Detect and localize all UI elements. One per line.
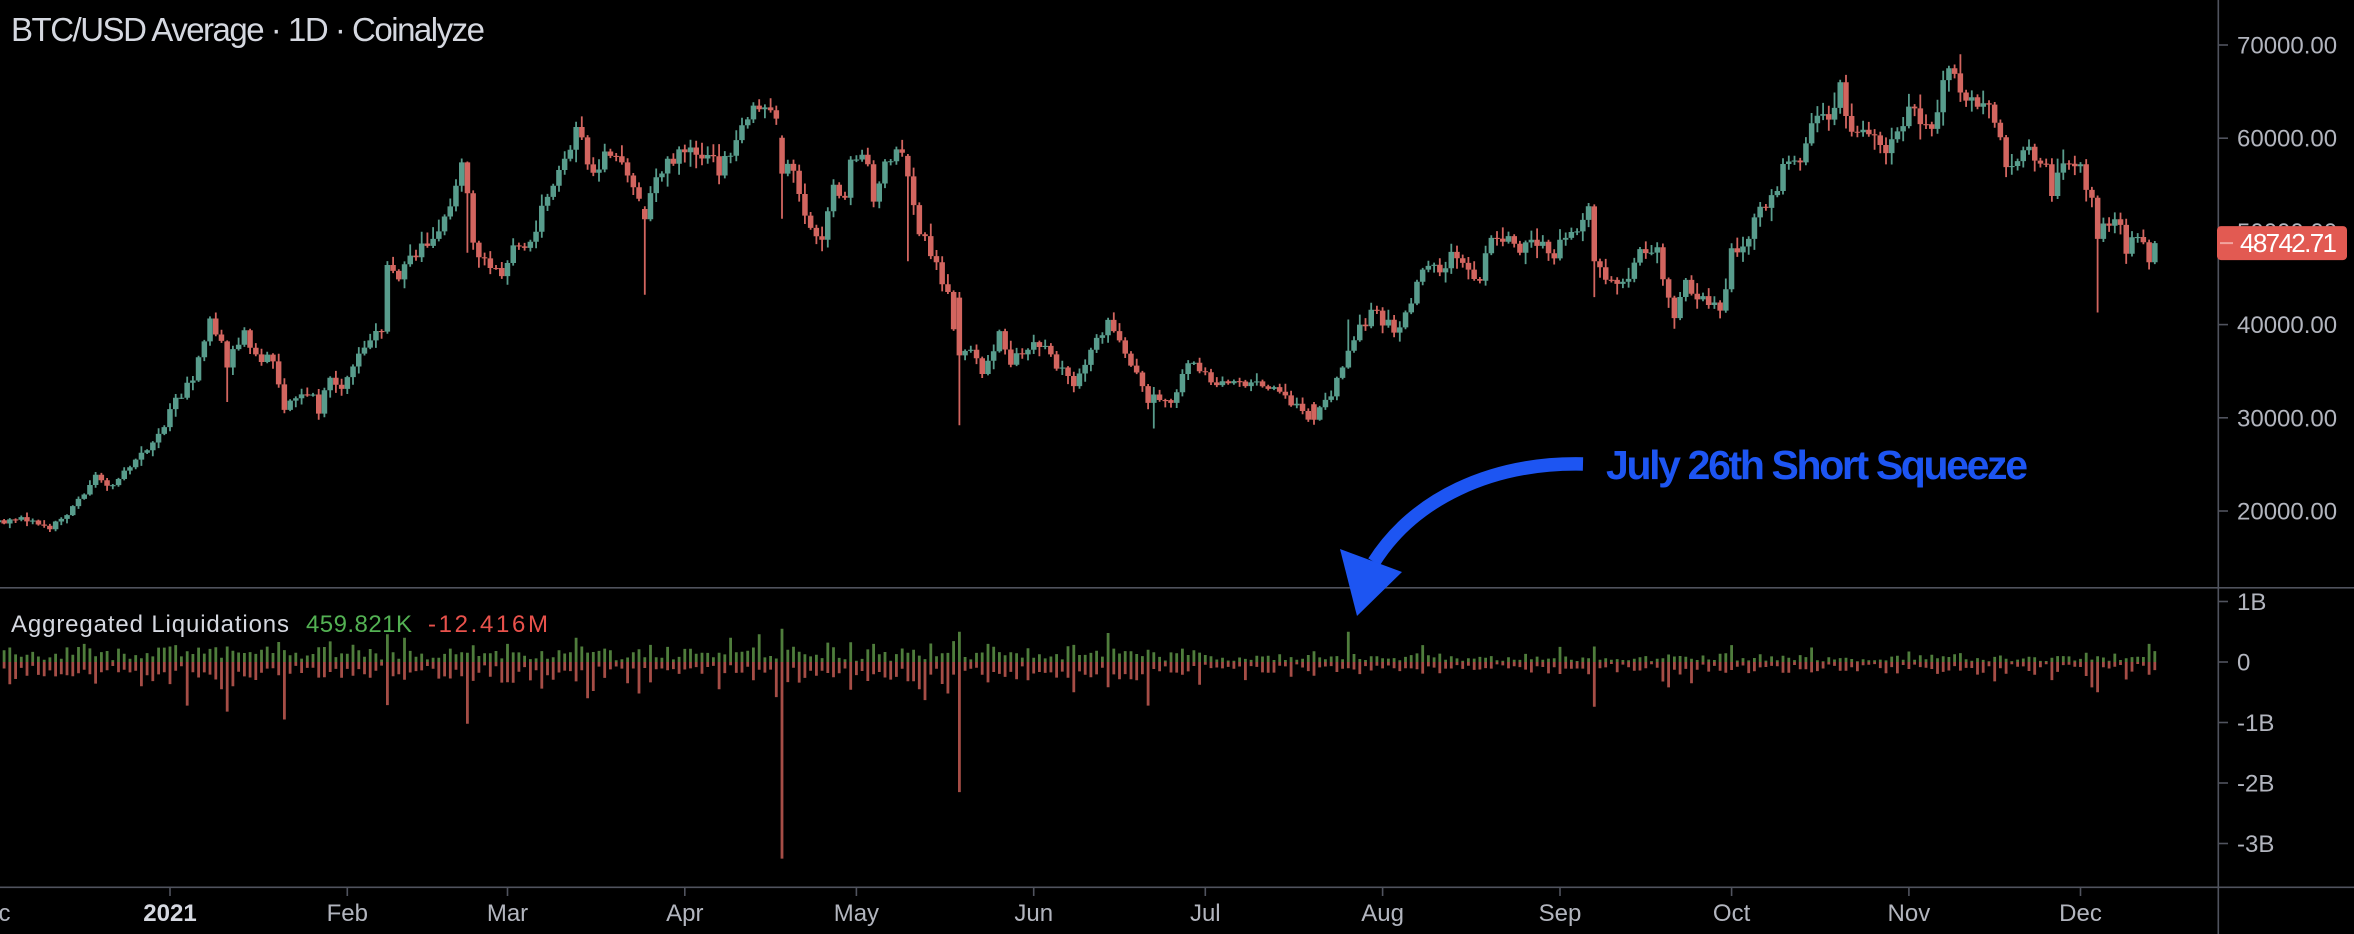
svg-text:-3B: -3B: [2237, 831, 2274, 858]
svg-text:20000.00: 20000.00: [2237, 499, 2337, 526]
svg-text:BTC/USD Average · 1D · Coinaly: BTC/USD Average · 1D · Coinalyze: [11, 11, 485, 48]
svg-text:Aggregated Liquidations: Aggregated Liquidations: [11, 611, 289, 638]
svg-text:Oct: Oct: [1713, 900, 1751, 927]
svg-text:Feb: Feb: [327, 900, 368, 927]
svg-text:-2B: -2B: [2237, 771, 2274, 798]
svg-text:Dec: Dec: [2059, 900, 2102, 927]
svg-text:Apr: Apr: [666, 900, 703, 927]
svg-text:459.821K: 459.821K: [306, 611, 412, 638]
svg-text:Aug: Aug: [1361, 900, 1404, 927]
svg-text:1B: 1B: [2237, 589, 2266, 616]
svg-text:60000.00: 60000.00: [2237, 126, 2337, 153]
svg-text:July 26th Short Squeeze: July 26th Short Squeeze: [1606, 442, 2028, 488]
svg-text:Dec: Dec: [0, 900, 11, 927]
svg-text:2021: 2021: [143, 900, 196, 927]
svg-text:Sep: Sep: [1539, 900, 1582, 927]
svg-text:30000.00: 30000.00: [2237, 405, 2337, 432]
svg-text:48742.71: 48742.71: [2240, 228, 2337, 258]
svg-text:Jun: Jun: [1014, 900, 1053, 927]
svg-text:40000.00: 40000.00: [2237, 312, 2337, 339]
svg-text:-1B: -1B: [2237, 710, 2274, 737]
svg-text:-12.416M: -12.416M: [428, 611, 548, 638]
svg-text:May: May: [834, 900, 879, 927]
svg-text:Jul: Jul: [1190, 900, 1221, 927]
svg-text:Nov: Nov: [1888, 900, 1931, 927]
svg-text:Mar: Mar: [487, 900, 528, 927]
svg-text:70000.00: 70000.00: [2237, 33, 2337, 60]
svg-text:0: 0: [2237, 650, 2250, 677]
